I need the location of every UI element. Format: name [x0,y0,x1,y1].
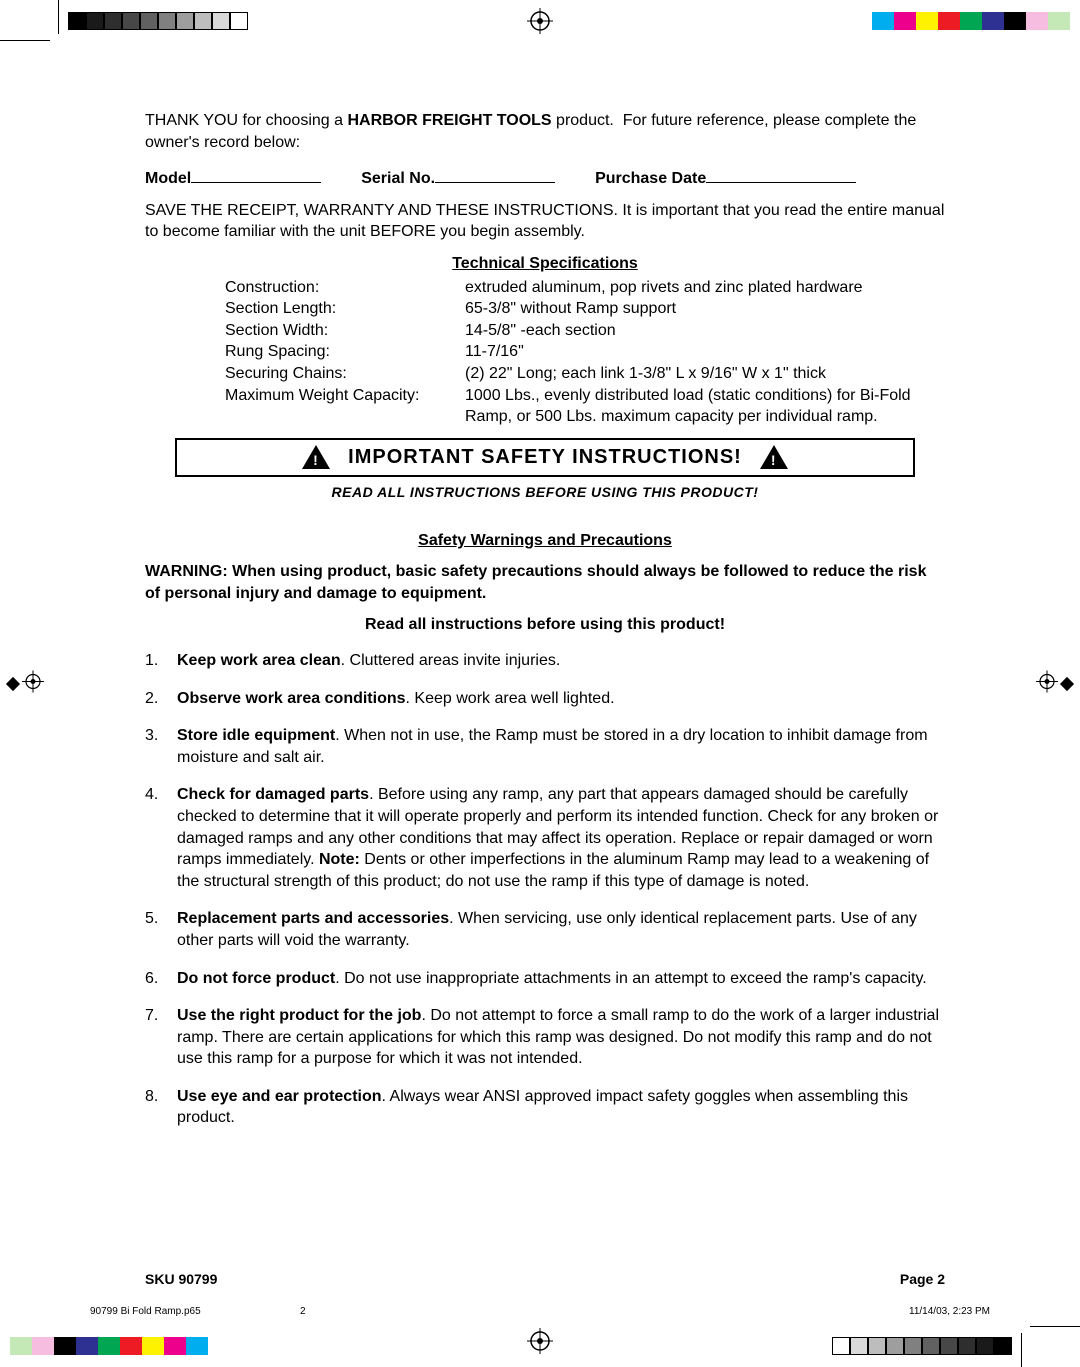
item-bold: Use eye and ear protection [177,1088,382,1105]
spec-value: (2) 22" Long; each link 1-3/8" L x 9/16"… [465,363,945,385]
item-bold: Use the right product for the job [177,1007,421,1024]
intro-paragraph: THANK YOU for choosing a HARBOR FREIGHT … [145,110,945,153]
important-safety-text: IMPORTANT SAFETY INSTRUCTIONS! [348,444,742,471]
safety-warnings-heading: Safety Warnings and Precautions [145,530,945,552]
crop-mark [0,40,50,41]
spec-table: Construction:extruded aluminum, pop rive… [225,277,945,428]
spec-label: Section Length: [225,298,465,320]
item-number: 2. [145,688,177,710]
registration-mark-right [1036,670,1058,697]
item-body: Do not force product. Do not use inappro… [177,968,945,990]
spec-value: 14-5/8" -each section [465,320,945,342]
item-bold: Check for damaged parts [177,786,369,803]
list-item: 4.Check for damaged parts. Before using … [145,784,945,892]
spec-row: Maximum Weight Capacity:1000 Lbs., evenl… [225,385,945,428]
list-item: 8.Use eye and ear protection. Always wea… [145,1086,945,1129]
spec-row: Rung Spacing:11-7/16" [225,341,945,363]
crop-mark [58,0,59,34]
spec-row: Section Width:14-5/8" -each section [225,320,945,342]
item-body: Keep work area clean. Cluttered areas in… [177,650,945,672]
page-number: Page 2 [900,1271,945,1287]
item-rest: . Keep work area well lighted. [406,690,615,707]
item-number: 7. [145,1005,177,1070]
color-bar-mono-top [68,12,248,30]
purchase-blank [706,167,856,183]
color-bar-hue-bottom [10,1337,230,1355]
save-receipt-paragraph: SAVE THE RECEIPT, WARRANTY AND THESE INS… [145,200,945,243]
registration-mark-bottom [527,1328,553,1359]
serial-blank [435,167,555,183]
registration-mark-left [22,670,44,697]
spec-label: Construction: [225,277,465,299]
item-bold: Observe work area conditions [177,690,406,707]
warning-triangle-icon [302,445,330,469]
safety-list: 1.Keep work area clean. Cluttered areas … [145,650,945,1129]
read-all-instructions: READ ALL INSTRUCTIONS BEFORE USING THIS … [145,483,945,502]
list-item: 5.Replacement parts and accessories. Whe… [145,908,945,951]
diamond-mark-right [1060,676,1074,690]
item-body: Replacement parts and accessories. When … [177,908,945,951]
crop-mark [1030,1326,1080,1327]
sku-label: SKU 90799 [145,1271,217,1287]
print-slug: 90799 Bi Fold Ramp.p65 2 11/14/03, 2:23 … [90,1306,990,1317]
list-item: 3.Store idle equipment. When not in use,… [145,725,945,768]
item-number: 4. [145,784,177,892]
item-note-label: Note: [319,851,360,868]
spec-row: Securing Chains:(2) 22" Long; each link … [225,363,945,385]
spec-label: Rung Spacing: [225,341,465,363]
item-body: Check for damaged parts. Before using an… [177,784,945,892]
spec-row: Section Length:65-3/8" without Ramp supp… [225,298,945,320]
item-number: 6. [145,968,177,990]
item-body: Store idle equipment. When not in use, t… [177,725,945,768]
diamond-mark-left [6,676,20,690]
print-timestamp: 11/14/03, 2:23 PM [909,1306,990,1317]
serial-label: Serial No. [361,170,435,187]
purchase-label: Purchase Date [595,170,706,187]
item-number: 1. [145,650,177,672]
color-bar-hue-top [850,12,1070,30]
color-bar-mono-bottom [832,1337,1012,1355]
item-number: 8. [145,1086,177,1129]
item-number: 3. [145,725,177,768]
warning-paragraph-text: WARNING: When using product, basic safet… [145,563,926,602]
spec-label: Securing Chains: [225,363,465,385]
spec-value: extruded aluminum, pop rivets and zinc p… [465,277,945,299]
read-instructions-center: Read all instructions before using this … [145,614,945,636]
item-bold: Keep work area clean [177,652,341,669]
item-rest: . Do not use inappropriate attachments i… [335,970,927,987]
page-content: THANK YOU for choosing a HARBOR FREIGHT … [145,110,945,1145]
spec-value: 1000 Lbs., evenly distributed load (stat… [465,385,945,428]
item-body: Use eye and ear protection. Always wear … [177,1086,945,1129]
brand-name: HARBOR FREIGHT TOOLS [347,112,551,129]
model-blank [191,167,321,183]
owner-record-line: Model Serial No. Purchase Date [145,167,945,190]
spec-value: 65-3/8" without Ramp support [465,298,945,320]
item-bold: Store idle equipment [177,727,335,744]
warning-paragraph: WARNING: When using product, basic safet… [145,561,945,604]
spec-label: Section Width: [225,320,465,342]
list-item: 1.Keep work area clean. Cluttered areas … [145,650,945,672]
spec-label: Maximum Weight Capacity: [225,385,465,428]
page-footer: SKU 90799 Page 2 [145,1271,945,1287]
item-rest: . Cluttered areas invite injuries. [341,652,561,669]
tech-spec-heading: Technical Specifications [145,253,945,275]
list-item: 7.Use the right product for the job. Do … [145,1005,945,1070]
model-label: Model [145,170,191,187]
print-filename: 90799 Bi Fold Ramp.p65 [90,1306,300,1317]
spec-row: Construction:extruded aluminum, pop rive… [225,277,945,299]
registration-mark-top [527,8,553,39]
item-body: Observe work area conditions. Keep work … [177,688,945,710]
list-item: 6.Do not force product. Do not use inapp… [145,968,945,990]
important-safety-box: IMPORTANT SAFETY INSTRUCTIONS! [175,438,915,477]
spec-value: 11-7/16" [465,341,945,363]
item-number: 5. [145,908,177,951]
warning-triangle-icon [760,445,788,469]
print-page: 2 [300,1306,360,1317]
item-body: Use the right product for the job. Do no… [177,1005,945,1070]
item-bold: Do not force product [177,970,335,987]
list-item: 2.Observe work area conditions. Keep wor… [145,688,945,710]
item-bold: Replacement parts and accessories [177,910,449,927]
crop-mark [1021,1333,1022,1367]
